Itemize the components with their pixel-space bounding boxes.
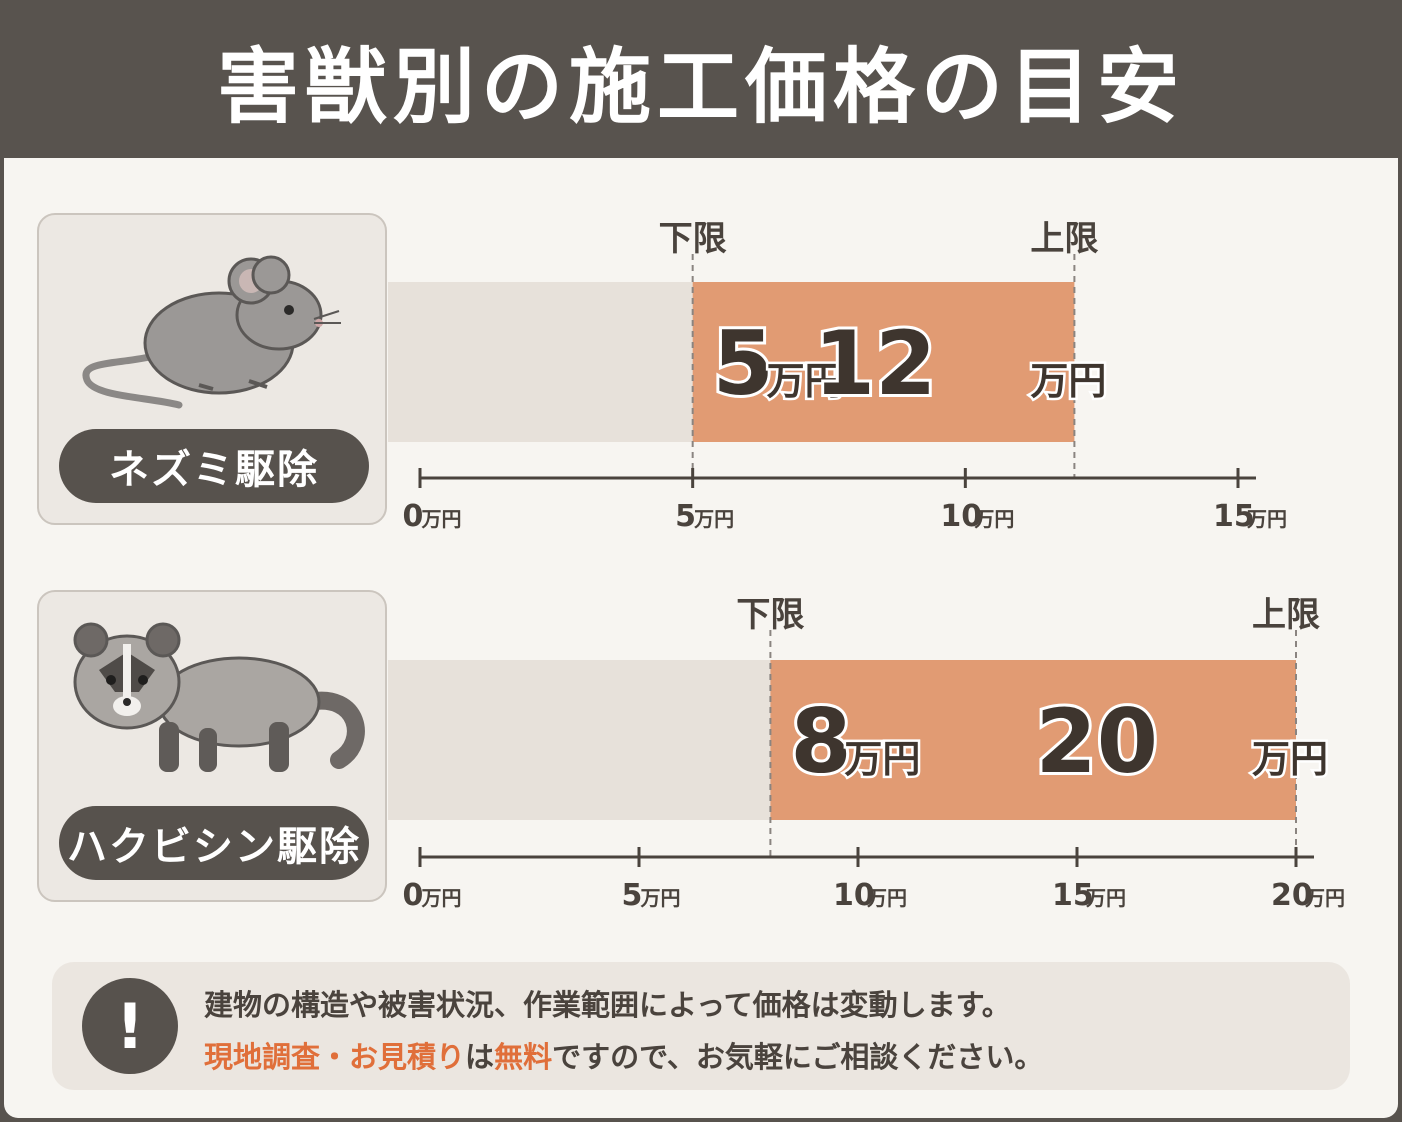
upper-value-label-1: 20 (1036, 690, 1158, 793)
lower-value-unit-1: 万円 (844, 737, 920, 781)
x-tick-unit-0-0: 万円 (421, 507, 462, 531)
x-tick-label-1-0: 0 (403, 878, 424, 913)
page-title: 害獣別の施工価格の目安 (216, 39, 1185, 135)
lower-value-label-1: 8 (790, 690, 851, 793)
bar-range-1 (770, 660, 1296, 820)
note-estimate: お見積り (349, 1040, 466, 1074)
mouse-icon (82, 255, 341, 409)
note-particle: は (465, 1040, 495, 1074)
x-tick-unit-1-3: 万円 (1085, 886, 1126, 910)
x-tick-unit-1-2: 万円 (866, 886, 907, 910)
x-tick-unit-1-0: 万円 (421, 886, 462, 910)
x-tick-label-0-0: 0 (403, 499, 424, 534)
x-tick-unit-0-3: 万円 (1246, 507, 1287, 531)
card-mouse: ネズミ駆除 (37, 213, 387, 525)
x-tick-label-1-2: 10 (833, 878, 875, 913)
upper-value-unit-1: 万円 (1252, 737, 1328, 781)
note-closing: ですので、お気軽にご相談ください。 (552, 1040, 1044, 1074)
lower-limit-label-1: 下限 (736, 595, 804, 635)
lower-limit-label-0: 下限 (659, 219, 727, 259)
x-tick-unit-0-1: 万円 (693, 507, 734, 531)
upper-value-unit-0: 万円 (1030, 359, 1106, 403)
card-civet: ハクビシン駆除 (37, 590, 387, 902)
note-onsite-survey: 現地調査 (204, 1040, 321, 1074)
label-mouse-removal: ネズミ駆除 (59, 429, 369, 503)
note-line-2: 現地調査・お見積りは無料ですので、お気軽にご相談ください。 (204, 1034, 1043, 1076)
x-tick-unit-0-2: 万円 (973, 507, 1014, 531)
bar-range-0 (692, 282, 1075, 442)
upper-value-label-0: 12 (814, 312, 936, 415)
note-line-1: 建物の構造や被害状況、作業範囲によって価格は変動します。 (204, 988, 1011, 1022)
x-tick-unit-1-1: 万円 (640, 886, 681, 910)
bar-base-0 (388, 282, 693, 442)
upper-limit-label-0: 上限 (1030, 219, 1098, 259)
x-tick-unit-1-4: 万円 (1304, 886, 1345, 910)
title-bar: 害獣別の施工価格の目安 (0, 0, 1402, 158)
civet-icon (73, 622, 365, 772)
exclamation-icon: ! (82, 978, 178, 1074)
lower-value-unit-0: 万円 (767, 359, 843, 403)
lower-value-label-0: 5 (713, 312, 774, 415)
label-civet-removal: ハクビシン駆除 (59, 806, 369, 880)
note-free: 無料 (494, 1040, 553, 1074)
x-tick-label-1-4: 20 (1271, 878, 1313, 913)
x-tick-label-0-2: 10 (940, 499, 982, 534)
upper-limit-label-1: 上限 (1252, 595, 1320, 635)
note-box: ! 建物の構造や被害状況、作業範囲によって価格は変動します。 現地調査・お見積り… (52, 962, 1350, 1090)
x-tick-label-0-3: 15 (1213, 499, 1255, 534)
x-tick-label-0-1: 5 (675, 499, 696, 534)
x-tick-label-1-3: 15 (1052, 878, 1094, 913)
bar-base-1 (388, 660, 771, 820)
x-tick-label-1-1: 5 (622, 878, 643, 913)
note-separator: ・ (320, 1040, 350, 1074)
